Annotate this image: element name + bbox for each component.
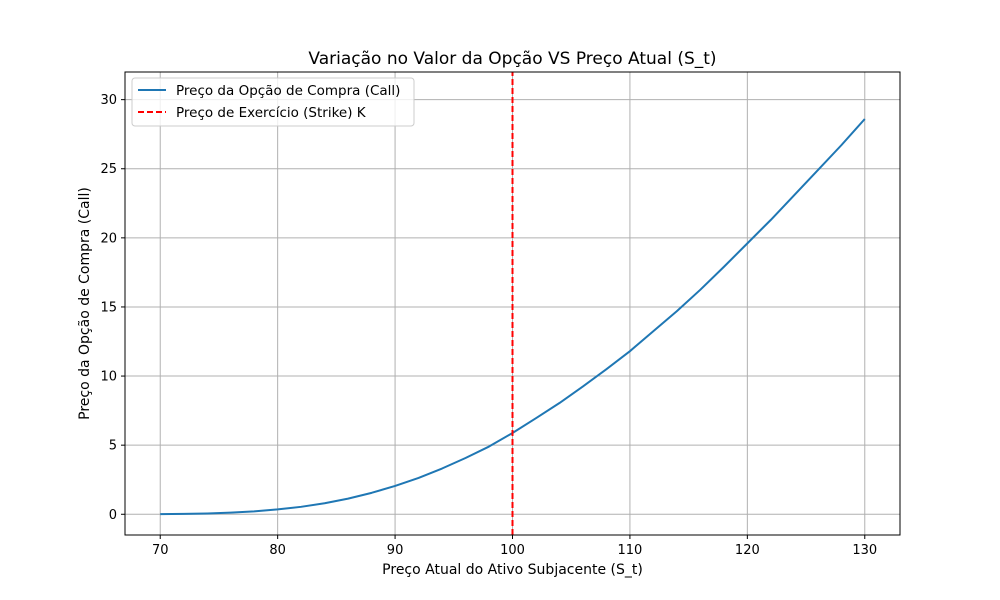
y-tick-label: 0	[109, 508, 117, 523]
legend-label-call: Preço da Opção de Compra (Call)	[176, 83, 400, 99]
series-layer	[160, 72, 866, 535]
y-tick-label: 25	[100, 162, 117, 177]
x-tick-label: 120	[735, 543, 760, 558]
legend-box	[131, 77, 415, 127]
x-tick-label: 70	[152, 543, 169, 558]
x-axis-label: Preço Atual do Ativo Subjacente (S_t)	[382, 562, 643, 578]
y-tick-label: 10	[100, 370, 117, 385]
y-tick-label: 15	[100, 300, 117, 315]
y-axis-label: Preço da Opção de Compra (Call)	[77, 187, 93, 420]
x-tick-label: 80	[269, 543, 286, 558]
y-tick-label: 5	[109, 439, 117, 454]
x-tick-label: 110	[618, 543, 643, 558]
legend-label-strike: Preço de Exercício (Strike) K	[176, 105, 367, 121]
y-tick-label: 30	[100, 93, 117, 108]
y-tick-label: 20	[100, 231, 117, 246]
x-tick-label: 100	[500, 543, 525, 558]
x-tick-label: 90	[387, 543, 404, 558]
legend: Preço da Opção de Compra (Call) Preço de…	[131, 77, 415, 127]
chart-title: Variação no Valor da Opção VS Preço Atua…	[308, 49, 716, 69]
x-tick-label: 130	[852, 543, 877, 558]
axis-ticks: 70 80 90 100 110 120 130 0 5 10 15 20 25 30	[100, 93, 877, 558]
